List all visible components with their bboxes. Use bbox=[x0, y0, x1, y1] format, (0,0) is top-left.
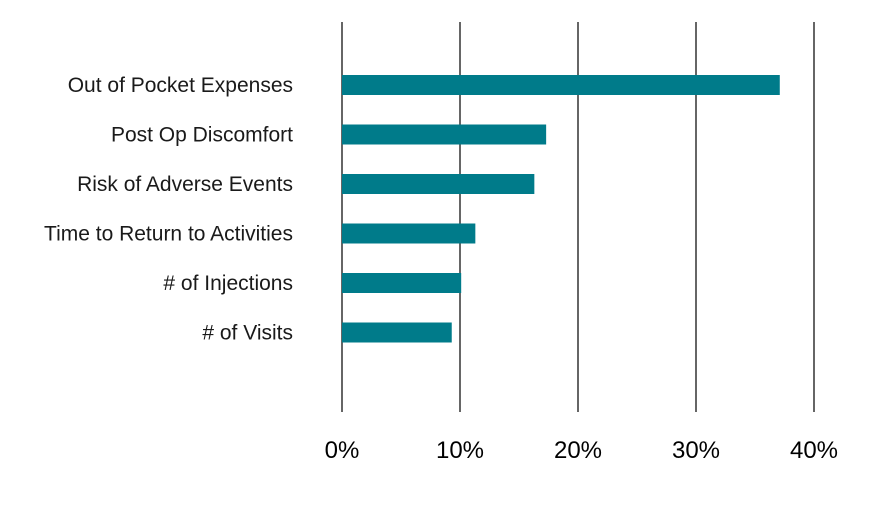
x-tick-label-3: 30% bbox=[672, 437, 720, 464]
x-tick-label-1: 10% bbox=[436, 437, 484, 464]
x-tick-label-0: 0% bbox=[325, 437, 360, 464]
bar-3 bbox=[342, 223, 476, 244]
bar-0 bbox=[342, 75, 780, 95]
x-tick-label-2: 20% bbox=[554, 437, 602, 464]
bar-2 bbox=[342, 174, 535, 194]
bar-4 bbox=[342, 273, 462, 293]
category-label-5: # of Visits bbox=[202, 322, 293, 345]
bar-5 bbox=[342, 322, 452, 343]
category-labels: Out of Pocket Expenses Post Op Discomfort… bbox=[44, 74, 293, 345]
x-axis-tick-labels: 0% 10% 20% 30% 40% bbox=[325, 437, 838, 464]
category-label-3: Time to Return to Activities bbox=[44, 223, 293, 246]
category-label-0: Out of Pocket Expenses bbox=[68, 74, 293, 97]
bars bbox=[342, 75, 780, 343]
category-label-2: Risk of Adverse Events bbox=[77, 173, 293, 196]
category-label-1: Post Op Discomfort bbox=[111, 124, 293, 147]
category-label-4: # of Injections bbox=[163, 272, 293, 295]
bar-1 bbox=[342, 124, 547, 145]
x-tick-label-4: 40% bbox=[790, 437, 838, 464]
